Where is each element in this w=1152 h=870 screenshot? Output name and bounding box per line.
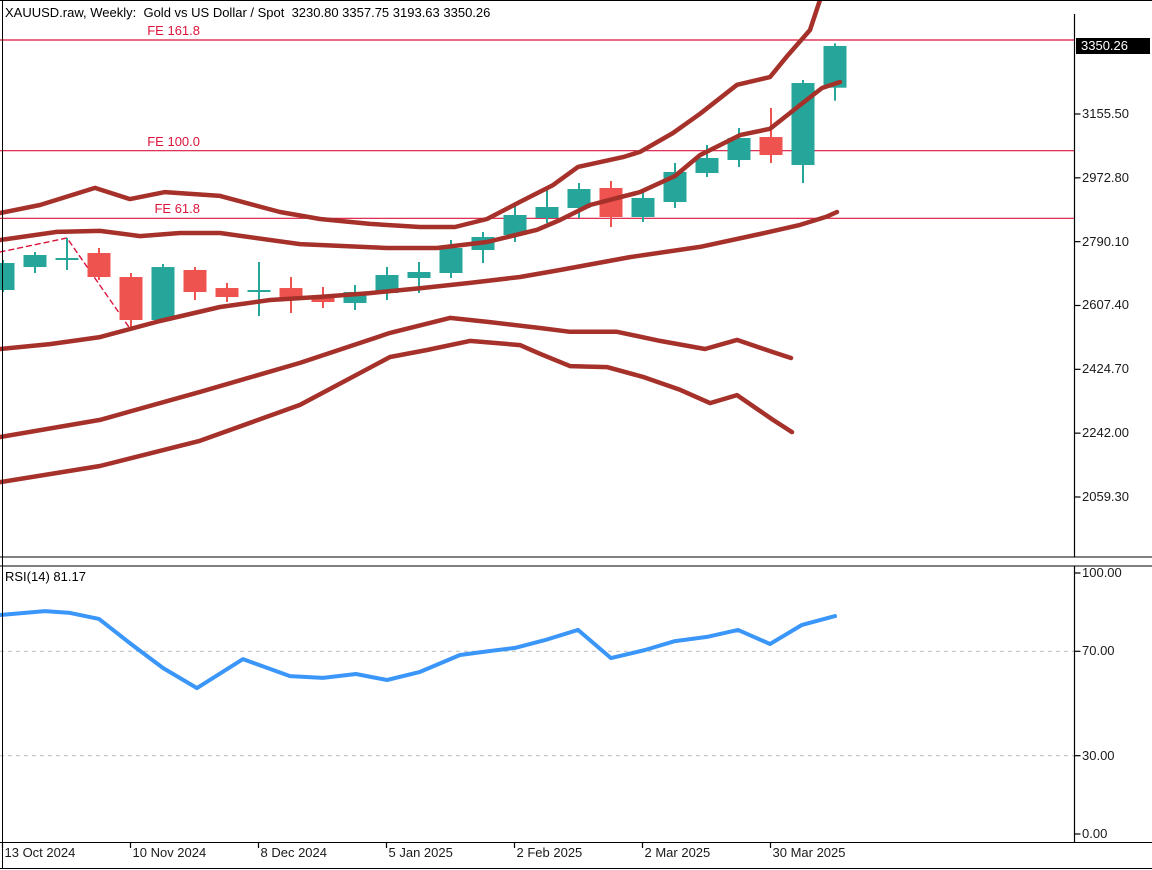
rsi-line — [0, 609, 837, 691]
candle-body-bear — [759, 137, 783, 156]
candle-body-bull — [631, 197, 655, 217]
lower-band-2-line — [0, 338, 795, 485]
candle-body-bull — [151, 267, 175, 320]
candle-body-bull — [375, 274, 399, 294]
candle-body-bull — [23, 255, 47, 268]
lower-band-1-line — [0, 315, 794, 440]
candle-body-bull — [567, 189, 591, 209]
candle-body-bull — [247, 290, 271, 293]
candle-body-bear — [87, 253, 111, 278]
upper-band-2-line — [0, 79, 843, 251]
candle-body-bull — [535, 207, 559, 219]
candle-body-bull — [439, 247, 463, 274]
candle-body-bull — [727, 138, 751, 161]
current-price-badge: 3350.26 — [1076, 38, 1150, 54]
candle-body-bull — [695, 157, 719, 174]
candle-body-bull — [343, 292, 367, 304]
candle-body-bull — [55, 258, 79, 261]
candle-body-bull — [823, 45, 847, 88]
candle-body-bull — [503, 215, 527, 235]
candle-body-bull — [791, 83, 815, 166]
upper-band-1-line — [0, 0, 823, 230]
candle-body-bear — [599, 187, 623, 217]
candle-body-bear — [215, 288, 239, 298]
candle-body-bull — [407, 271, 431, 278]
candle-body-bear — [279, 288, 303, 301]
candle-body-bear — [183, 269, 207, 293]
candle-body-bear — [311, 297, 335, 303]
fib-zigzag-line — [0, 237, 132, 331]
mid-band-line — [0, 209, 840, 352]
candle-body-bear — [119, 277, 143, 320]
price-axis[interactable] — [1074, 14, 1152, 842]
time-axis[interactable] — [0, 842, 1074, 868]
candle-body-bull — [0, 263, 15, 290]
